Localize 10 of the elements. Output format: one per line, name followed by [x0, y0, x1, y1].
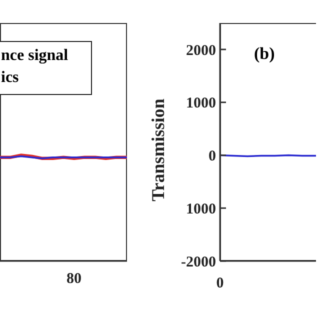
- y-axis-title: Transmission: [147, 98, 169, 204]
- text: ics: [1, 68, 20, 88]
- y-tick-label: -2000: [181, 254, 216, 270]
- y-tick-label: 1000: [186, 201, 216, 218]
- annotation: (b): [254, 44, 275, 64]
- y-tick-label: 2000: [186, 42, 216, 59]
- text: nce signal: [1, 46, 70, 66]
- y-tick-label: 1000: [186, 96, 216, 112]
- text: 80: [66, 271, 82, 288]
- y-tick-label: 0: [208, 148, 216, 165]
